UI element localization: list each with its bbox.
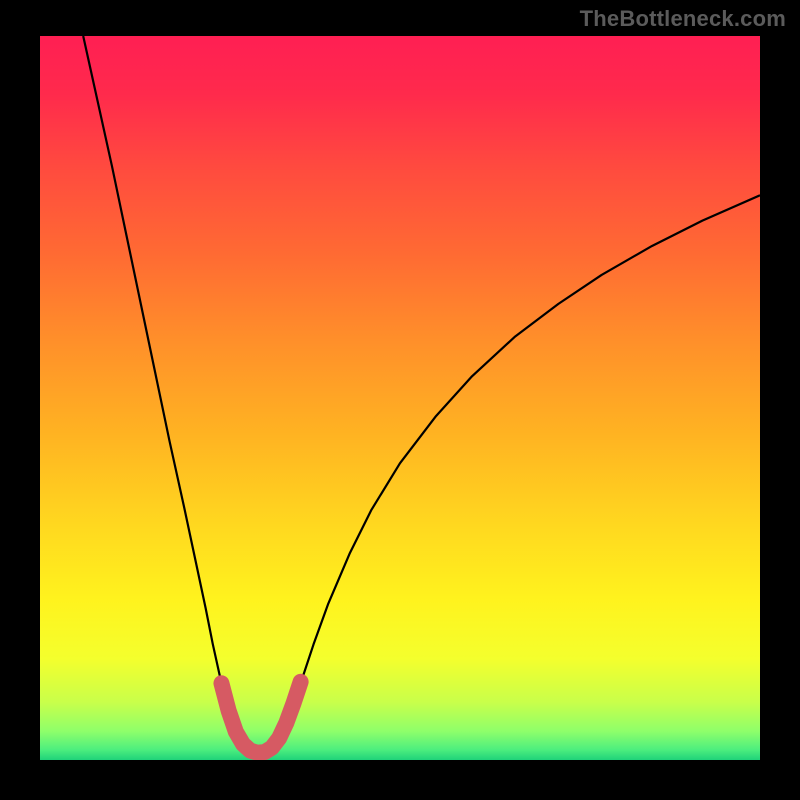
- bottleneck-plot: [40, 36, 760, 760]
- plot-background: [40, 36, 760, 760]
- watermark-label: TheBottleneck.com: [580, 6, 786, 32]
- outer-frame: TheBottleneck.com: [0, 0, 800, 800]
